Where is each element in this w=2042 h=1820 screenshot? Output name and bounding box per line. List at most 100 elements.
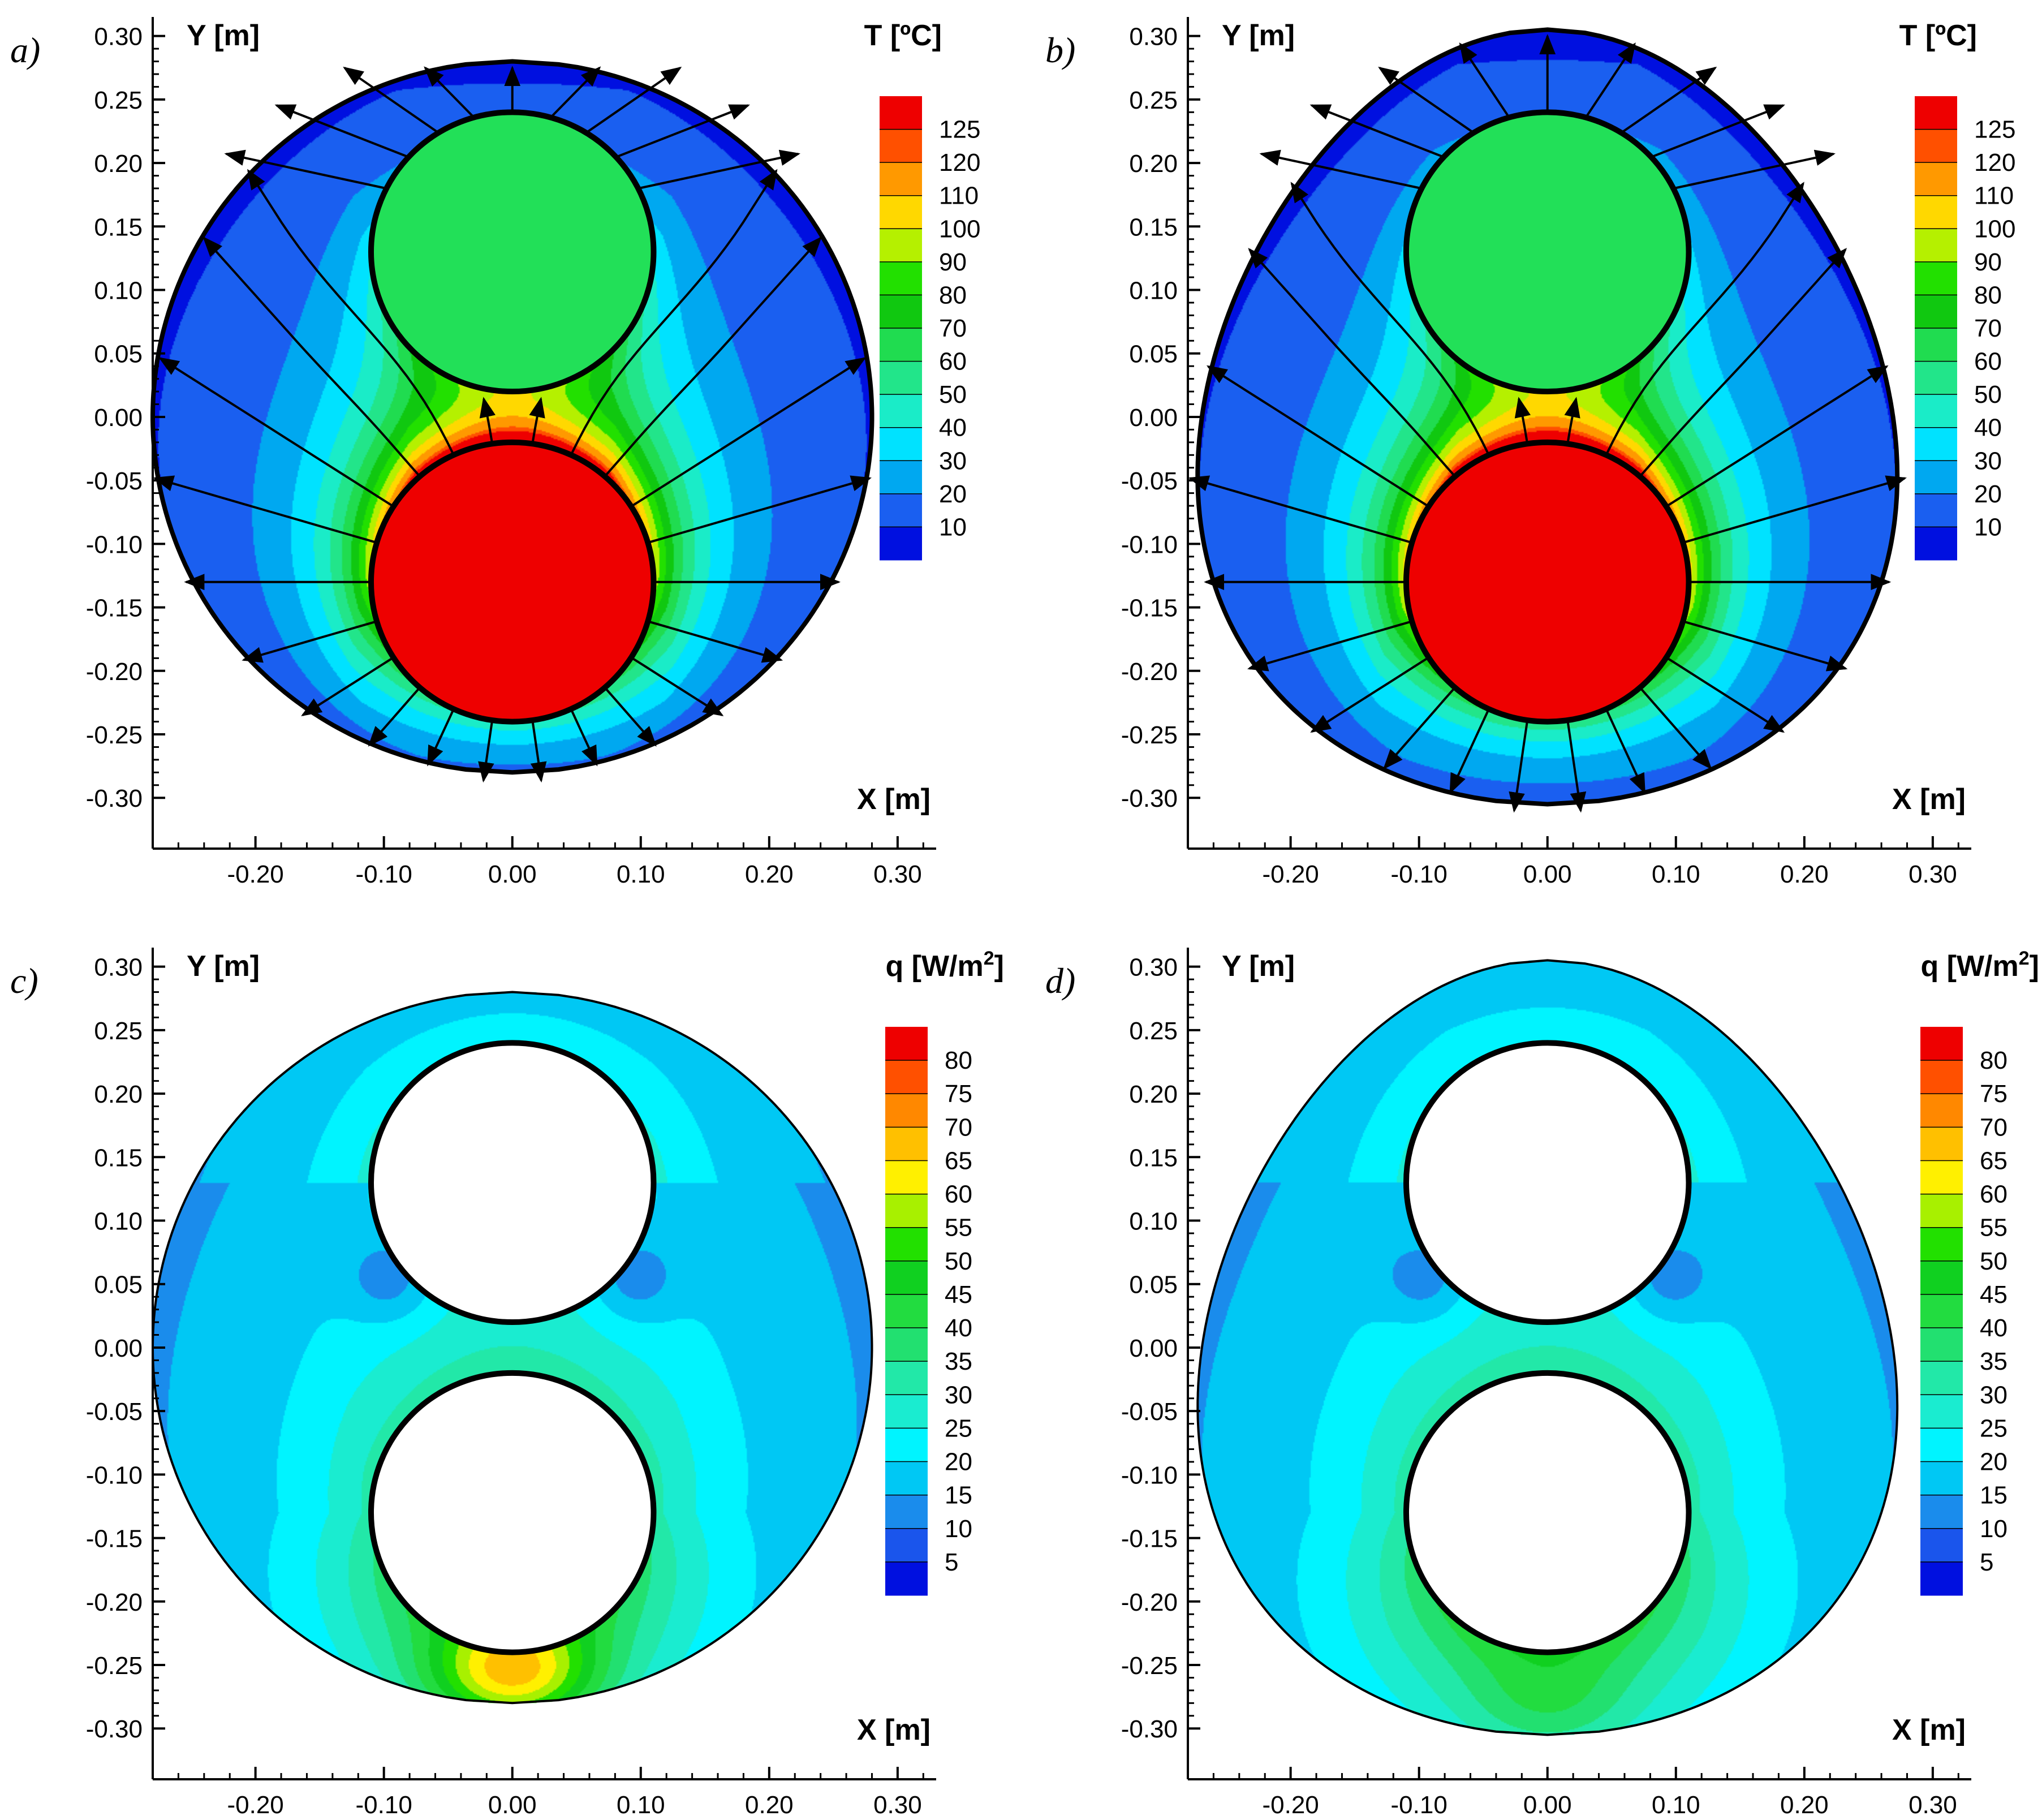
y-tick-label: 0.25 — [94, 1017, 143, 1045]
legend-title-main: q [W/m — [1920, 950, 2018, 983]
legend-label: 90 — [1974, 248, 2002, 276]
flux-arrow — [424, 66, 475, 118]
legend-swatch — [880, 96, 922, 130]
y-tick-label: 0.30 — [1129, 23, 1178, 51]
flux-arrow — [604, 236, 822, 477]
flux-arrow — [1651, 104, 1785, 158]
y-tick-label: 0.00 — [94, 404, 143, 432]
domain-boundary — [150, 59, 874, 775]
y-tick-label: -0.15 — [86, 595, 143, 622]
legend-label: 45 — [945, 1281, 972, 1309]
legend-swatch — [1915, 261, 1957, 295]
legend-swatch — [885, 1060, 928, 1094]
flux-arrow — [1188, 475, 1412, 544]
x-tick-label: -0.10 — [1391, 860, 1448, 888]
y-tick-label: -0.30 — [1121, 785, 1178, 812]
y-tick-label: 0.15 — [94, 1144, 143, 1172]
legend-swatch — [880, 229, 922, 263]
legend-label: 65 — [945, 1147, 972, 1175]
y-tick-label: -0.20 — [1121, 1589, 1178, 1616]
y-tick-label: 0.20 — [1129, 1081, 1178, 1108]
legend-swatch — [1915, 229, 1957, 263]
y-tick-label: -0.25 — [1121, 721, 1178, 749]
flux-arrow — [203, 236, 421, 477]
y-tick-label: -0.10 — [86, 1461, 143, 1489]
flux-arrow — [1290, 182, 1490, 455]
panel-label: a) — [10, 30, 40, 70]
x-tick-label: -0.20 — [1262, 860, 1319, 888]
x-tick-label: -0.10 — [356, 1791, 412, 1819]
flux-arrow — [530, 720, 547, 783]
legend-title: q [W/m2] — [885, 948, 1004, 983]
legend-label: 30 — [1974, 447, 2002, 475]
legend-swatch — [1915, 295, 1957, 329]
legend-swatch — [885, 1127, 928, 1161]
flux-arrow — [1459, 42, 1510, 118]
legend-label: 40 — [945, 1314, 972, 1342]
legend-label: 70 — [1980, 1113, 2007, 1141]
y-tick-label: 0.10 — [1129, 277, 1178, 305]
legend-label: 100 — [1974, 215, 2015, 243]
flux-arrow — [1665, 365, 1889, 507]
hot-pipe-outline — [1403, 1370, 1692, 1655]
y-tick-label: 0.15 — [1129, 213, 1178, 241]
legend-title-sup: 2 — [984, 948, 994, 969]
x-tick-label: 0.00 — [488, 1791, 537, 1819]
panel-label: c) — [10, 961, 38, 1001]
x-tick-label: 0.30 — [873, 860, 922, 888]
legend-swatch — [880, 493, 922, 527]
legend-label: 50 — [945, 1247, 972, 1275]
legend-label: 25 — [1980, 1414, 2007, 1442]
y-axis-title: Y [m] — [187, 19, 260, 52]
y-tick-label: 0.00 — [1129, 404, 1178, 432]
y-tick-label: -0.25 — [86, 721, 143, 749]
legend-label: 40 — [1980, 1314, 2007, 1342]
legend-label: 75 — [945, 1080, 972, 1108]
flux-arrow — [585, 66, 682, 134]
x-tick-label: 0.20 — [745, 860, 794, 888]
x-tick-label: 0.20 — [1780, 1791, 1829, 1819]
legend-label: 80 — [945, 1047, 972, 1074]
legend-swatch — [1915, 96, 1957, 130]
y-tick-label: -0.20 — [86, 658, 143, 686]
legend-swatch — [1920, 1094, 1963, 1128]
legend-label: 30 — [939, 447, 967, 475]
legend-swatch — [1920, 1528, 1963, 1563]
legend-label: 70 — [939, 315, 967, 342]
flux-arrow — [1682, 475, 1907, 544]
legend-swatch — [885, 1428, 928, 1462]
x-tick-label: 0.10 — [1652, 860, 1700, 888]
legend-swatch — [1920, 1495, 1963, 1529]
legend-swatch — [885, 1160, 928, 1195]
y-tick-label: 0.25 — [1129, 1017, 1178, 1045]
legend-label: 100 — [939, 215, 980, 243]
flux-arrow — [247, 169, 455, 455]
legend-swatch — [885, 1027, 928, 1061]
legend-swatch — [885, 1361, 928, 1395]
x-tick-label: -0.10 — [356, 860, 412, 888]
legend-label: 60 — [945, 1181, 972, 1208]
y-tick-label: 0.20 — [1129, 150, 1178, 178]
flux-arrow — [1206, 365, 1429, 507]
y-tick-label: 0.05 — [1129, 341, 1178, 368]
y-tick-label: 0.15 — [94, 213, 143, 241]
flux-arrow — [1566, 720, 1587, 813]
flux-arrow — [1509, 720, 1529, 813]
legend-label: 50 — [1974, 381, 2002, 408]
legend-label: 10 — [945, 1515, 972, 1543]
flux-arrow — [1639, 686, 1712, 770]
y-tick-label: 0.10 — [94, 1208, 143, 1236]
flux-arrow — [1247, 620, 1412, 672]
y-tick-label: 0.00 — [1129, 1335, 1178, 1362]
y-tick-label: 0.10 — [1129, 1208, 1178, 1236]
legend-swatch — [880, 195, 922, 229]
legend-swatch — [1920, 1027, 1963, 1061]
legend-label: 20 — [939, 480, 967, 508]
legend-label: 80 — [1980, 1047, 2007, 1074]
flux-arrow — [550, 66, 601, 118]
x-axis-title: X [m] — [1892, 783, 1966, 816]
x-axis-title: X [m] — [857, 1714, 930, 1746]
legend-swatch — [880, 295, 922, 329]
x-tick-label: 0.20 — [745, 1791, 794, 1819]
